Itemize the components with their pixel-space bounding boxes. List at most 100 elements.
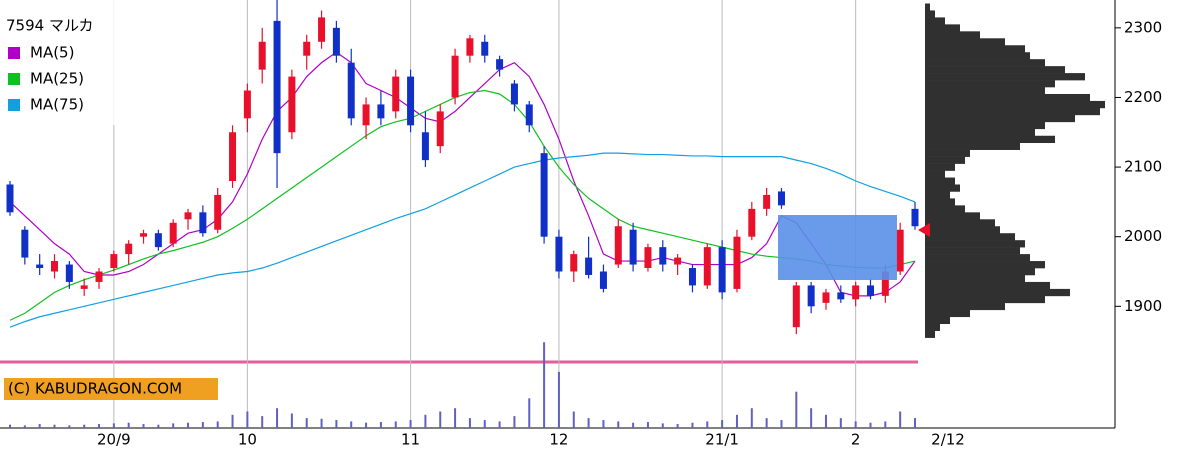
candle-body (599, 271, 607, 289)
candle-body (614, 226, 622, 265)
candle-body (21, 229, 29, 258)
x-tick-label: 12 (549, 431, 568, 449)
x-tick-label: 21/1 (705, 431, 739, 449)
gap-box (778, 215, 897, 280)
legend-label: MA(25) (30, 70, 84, 88)
price-marker (918, 223, 930, 237)
candle-body (332, 27, 340, 56)
profile-bar (925, 177, 955, 185)
candle-body (258, 41, 266, 70)
candle-body (95, 271, 103, 282)
profile-bar (925, 93, 1090, 102)
profile-bar (925, 52, 1030, 60)
profile-bar (925, 316, 950, 325)
candle-body (763, 194, 771, 209)
candle-body (585, 257, 593, 275)
candle-body (481, 41, 489, 56)
legend-label: MA(75) (30, 96, 84, 114)
ma-line (9, 152, 916, 328)
profile-bar (925, 295, 1045, 304)
candle-body (80, 285, 88, 289)
candle-body (303, 41, 311, 56)
candle-body (659, 247, 667, 265)
profile-bar (925, 240, 1025, 248)
candle-body (555, 236, 563, 272)
profile-bar (925, 73, 1085, 81)
copyright: (C) KABUDRAGON.COM (8, 380, 182, 398)
profile-bar (925, 149, 970, 157)
candle-body (140, 233, 148, 237)
profile-bar (925, 170, 945, 178)
candle-body (837, 292, 845, 300)
candle-body (777, 191, 785, 206)
candle-body (911, 208, 919, 227)
x-tick-label: 2 (851, 431, 861, 449)
x-tick-label: 20/9 (97, 431, 131, 449)
candle-body (110, 254, 118, 269)
profile-bar (925, 107, 1100, 116)
profile-bar (925, 100, 1105, 109)
profile-bar (925, 268, 1035, 276)
candle-body (807, 285, 815, 307)
profile-bar (925, 274, 1025, 283)
candle-body (703, 247, 711, 286)
profile-bar (925, 31, 980, 39)
ma-line (9, 89, 916, 321)
candle-body (510, 83, 518, 105)
profile-bar (925, 330, 935, 338)
legend-label: MA(5) (30, 44, 74, 62)
candle-body (199, 212, 207, 234)
profile-bar (925, 128, 1035, 137)
profile-bar (925, 38, 1005, 46)
profile-bar (925, 205, 965, 213)
candle-body (688, 268, 696, 286)
candle-body (288, 76, 296, 133)
profile-bar (925, 323, 940, 331)
candle-body (51, 261, 59, 272)
candle-body (792, 285, 800, 328)
candle-body (866, 285, 874, 296)
x-tick-label: 11 (401, 431, 420, 449)
y-tick-label: 2300 (1124, 18, 1162, 36)
last-date-label: 2/12 (931, 431, 965, 449)
candle-body (718, 247, 726, 293)
candle-body (748, 208, 756, 237)
candle-body (881, 271, 889, 296)
profile-bar (925, 114, 1075, 123)
profile-bar (925, 288, 1070, 297)
candle-body (674, 257, 682, 265)
candle-body (169, 222, 177, 244)
plot: 20/9 10 11 12 21/1 2 1900 2000 2100 2200 2300 (6, 0, 1162, 449)
ma-line (9, 51, 916, 297)
candle-body (466, 38, 474, 56)
profile-bar (925, 226, 1000, 234)
candle-body (347, 62, 355, 119)
y-tick-label: 2200 (1124, 88, 1162, 106)
candle-body (273, 20, 281, 154)
profile-bar (925, 163, 955, 171)
candle-body (184, 212, 192, 220)
candle-body (822, 292, 830, 303)
legend-swatch (8, 73, 20, 85)
candle-body (570, 254, 578, 272)
profile-bar (925, 45, 1025, 53)
candle-body (65, 264, 73, 282)
legend-swatch (8, 47, 20, 59)
candle-body (392, 76, 400, 112)
candle-body (421, 132, 429, 161)
y-tick-label: 2000 (1124, 227, 1162, 245)
candle-body (733, 236, 741, 289)
x-tick-label: 10 (238, 431, 257, 449)
profile-bar (925, 121, 1045, 130)
profile-bar (925, 254, 1030, 262)
profile-bar (925, 309, 970, 318)
candle-body (214, 194, 222, 230)
profile-bar (925, 10, 935, 18)
profile-bar (925, 233, 1015, 241)
candle-body (896, 229, 904, 272)
legend-bg (0, 0, 140, 125)
candle-body (318, 17, 326, 42)
profile-bar (925, 87, 1045, 95)
candle-body (243, 90, 251, 119)
